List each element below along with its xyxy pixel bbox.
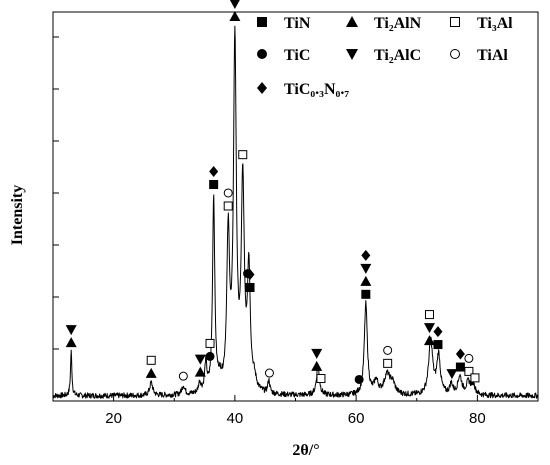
legend-item: TiAl xyxy=(450,47,508,64)
legend-item: TiC₀.₃N₀.₇ xyxy=(257,81,349,98)
square-filled-marker xyxy=(433,340,443,350)
square-open-marker xyxy=(383,358,393,368)
peak-marker-stack xyxy=(205,338,215,361)
peak-marker-stack xyxy=(423,310,435,346)
peak-marker-stack xyxy=(360,249,372,299)
peak-marker-stack xyxy=(209,165,219,189)
circle-filled-marker xyxy=(257,49,267,59)
triangle-up-filled-marker xyxy=(65,337,77,348)
peak-marker-layer xyxy=(65,0,480,384)
peak-marker-stack xyxy=(446,369,458,380)
circle-open-marker xyxy=(450,49,460,59)
peak-marker-stack xyxy=(354,374,364,384)
peak-marker-stack xyxy=(470,373,480,383)
plot-frame xyxy=(52,11,539,402)
legend-item: Ti₂AlN xyxy=(346,15,422,32)
square-open-marker xyxy=(450,17,460,27)
triangle-down-filled-marker xyxy=(360,263,372,274)
legend-item: TiC xyxy=(257,47,310,64)
xrd-trace-line xyxy=(52,25,539,399)
x-tick-label: 60 xyxy=(348,410,365,427)
diamond-filled-marker xyxy=(433,326,443,338)
square-filled-marker xyxy=(361,289,371,299)
xrd-trace-layer xyxy=(52,25,539,399)
peak-marker-stack xyxy=(433,326,443,350)
square-open-marker xyxy=(316,374,326,384)
square-filled-marker xyxy=(455,362,465,372)
x-axis-title: 2θ/° xyxy=(292,442,319,459)
peak-marker-stack xyxy=(238,150,248,160)
triangle-up-filled-marker xyxy=(229,11,241,22)
x-tick-label: 80 xyxy=(469,410,486,427)
diamond-filled-marker xyxy=(209,165,219,177)
triangle-down-filled-marker xyxy=(346,49,358,60)
triangle-down-filled-marker xyxy=(423,323,435,334)
triangle-down-filled-marker xyxy=(446,369,458,380)
triangle-up-filled-marker xyxy=(423,335,435,346)
square-open-marker xyxy=(223,201,233,211)
circle-open-marker xyxy=(464,353,474,363)
triangle-up-filled-marker xyxy=(145,367,157,378)
peak-marker-stack xyxy=(464,353,474,376)
plot-area xyxy=(52,11,539,402)
y-axis-title: Intensity xyxy=(9,185,26,245)
circle-open-marker xyxy=(223,188,233,198)
x-tick-label: 40 xyxy=(227,410,244,427)
square-filled-marker xyxy=(209,179,219,189)
square-filled-marker xyxy=(257,17,267,27)
square-filled-marker xyxy=(245,282,255,292)
triangle-up-filled-marker xyxy=(194,366,206,377)
legend-label: TiN xyxy=(284,15,311,32)
peak-marker-stack xyxy=(229,0,241,22)
diamond-filled-marker xyxy=(257,82,267,94)
square-open-marker xyxy=(205,338,215,348)
peak-marker-stack xyxy=(383,345,393,368)
circle-filled-marker xyxy=(354,374,364,384)
legend-item: Ti₃Al xyxy=(450,15,513,32)
x-tick-label: 20 xyxy=(105,410,122,427)
triangle-down-filled-marker xyxy=(194,354,206,365)
circle-open-marker xyxy=(264,368,274,378)
square-open-marker xyxy=(470,373,480,383)
peak-marker-stack xyxy=(194,354,206,377)
diamond-filled-marker xyxy=(361,249,371,261)
square-open-marker xyxy=(238,150,248,160)
legend-label: Ti₂AlC xyxy=(374,47,421,64)
triangle-up-filled-marker xyxy=(311,360,323,371)
axis-layer: 20 40 60 80 xyxy=(52,36,539,427)
peak-marker-stack xyxy=(178,371,188,381)
peak-marker-stack xyxy=(455,348,465,372)
legend-item: TiN xyxy=(257,15,311,32)
peak-marker-stack xyxy=(245,268,255,292)
legend-label: Ti₃Al xyxy=(477,15,513,32)
legend-label: Ti₂AlN xyxy=(374,15,422,32)
triangle-down-filled-marker xyxy=(229,0,240,10)
triangle-up-filled-marker xyxy=(346,16,358,27)
peak-marker-stack xyxy=(145,355,157,378)
peak-marker-stack xyxy=(311,348,323,371)
peak-marker-stack xyxy=(264,368,274,378)
triangle-up-filled-marker xyxy=(360,275,372,286)
triangle-down-filled-marker xyxy=(65,325,77,336)
peak-marker-stack xyxy=(223,188,233,211)
legend: TiN Ti₂AlN Ti₃Al TiC Ti₂AlC TiAl TiC₀.₃N₀.₇ xyxy=(257,15,513,98)
square-open-marker xyxy=(464,366,474,376)
legend-label: TiC₀.₃N₀.₇ xyxy=(284,81,349,98)
circle-open-marker xyxy=(178,371,188,381)
circle-filled-marker xyxy=(205,351,215,361)
triangle-down-filled-marker xyxy=(311,348,323,359)
circle-open-marker xyxy=(383,345,393,355)
peak-marker-stack xyxy=(65,325,77,348)
square-open-marker xyxy=(146,355,156,365)
legend-label: TiC xyxy=(284,47,310,64)
diamond-filled-marker xyxy=(455,348,465,360)
diamond-filled-marker xyxy=(245,268,255,280)
legend-item: Ti₂AlC xyxy=(346,47,421,64)
peak-marker-stack xyxy=(316,374,326,384)
legend-label: TiAl xyxy=(477,47,508,64)
square-open-marker xyxy=(424,310,434,320)
